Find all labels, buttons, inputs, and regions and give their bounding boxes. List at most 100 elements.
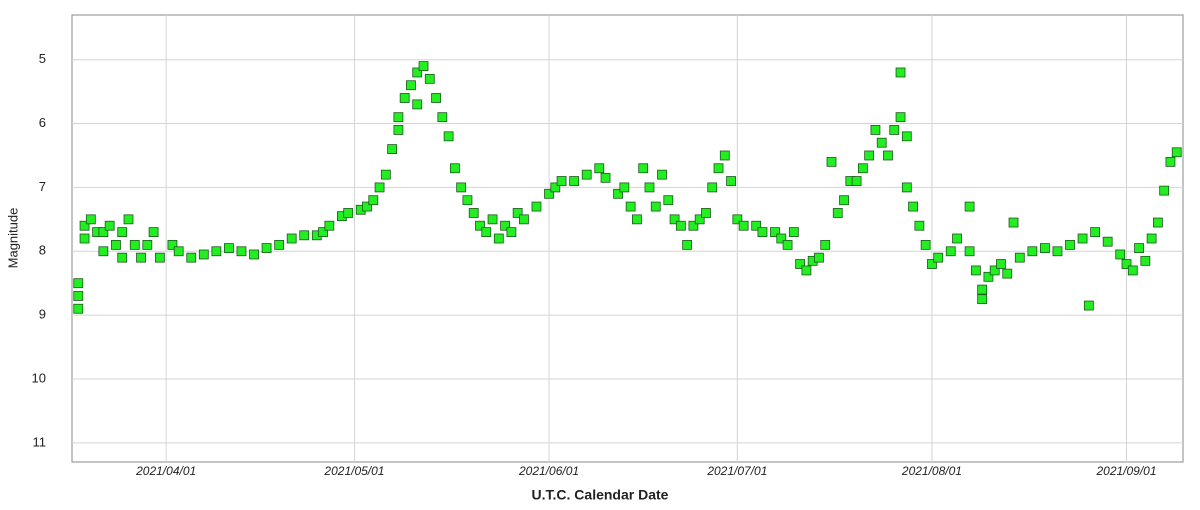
data-point bbox=[236, 246, 247, 257]
data-point bbox=[73, 291, 84, 301]
data-point bbox=[952, 233, 962, 244]
data-point bbox=[136, 252, 146, 263]
data-point bbox=[1159, 185, 1170, 196]
data-point bbox=[148, 227, 159, 238]
data-point bbox=[1134, 243, 1144, 253]
data-point bbox=[1140, 255, 1151, 266]
y-axis-title: Magnitude bbox=[5, 208, 20, 269]
data-point bbox=[1127, 265, 1138, 276]
data-point bbox=[117, 252, 128, 263]
data-point bbox=[726, 176, 736, 186]
data-point bbox=[211, 246, 222, 257]
data-point bbox=[123, 214, 134, 225]
data-point bbox=[908, 201, 918, 212]
data-point bbox=[468, 208, 479, 218]
data-point bbox=[387, 144, 398, 155]
y-tick-label: 11 bbox=[33, 434, 47, 449]
data-point bbox=[795, 259, 806, 269]
data-point bbox=[449, 163, 460, 174]
data-point bbox=[864, 150, 875, 161]
data-point bbox=[393, 125, 404, 135]
data-point bbox=[977, 294, 988, 305]
data-point bbox=[701, 208, 711, 218]
x-tick-label: 2021/07/01 bbox=[706, 464, 767, 478]
data-point bbox=[129, 239, 140, 250]
data-point bbox=[663, 195, 674, 206]
data-point bbox=[883, 150, 893, 161]
data-point bbox=[374, 182, 385, 193]
data-point bbox=[1002, 268, 1013, 279]
data-point bbox=[1008, 217, 1019, 228]
data-point bbox=[713, 163, 724, 174]
data-point bbox=[638, 163, 649, 174]
data-point bbox=[851, 176, 862, 186]
data-point bbox=[111, 239, 121, 250]
data-point bbox=[418, 61, 429, 71]
data-point bbox=[1152, 217, 1163, 228]
data-point bbox=[1065, 239, 1075, 250]
data-point bbox=[989, 265, 1000, 276]
y-tick-label: 10 bbox=[32, 370, 46, 385]
data-point bbox=[920, 239, 931, 250]
data-point bbox=[167, 239, 178, 250]
data-point bbox=[462, 195, 473, 206]
data-point bbox=[970, 265, 981, 276]
x-axis-title: U.T.C. Calendar Date bbox=[532, 487, 669, 503]
data-point bbox=[224, 243, 234, 253]
data-point bbox=[675, 220, 686, 231]
data-point bbox=[1102, 236, 1113, 247]
data-point bbox=[757, 227, 768, 238]
data-point bbox=[343, 208, 354, 218]
data-point bbox=[569, 176, 580, 186]
data-point bbox=[738, 220, 749, 231]
data-point bbox=[857, 163, 868, 174]
data-point bbox=[1090, 227, 1101, 238]
data-point bbox=[1040, 243, 1050, 253]
data-point bbox=[249, 249, 259, 260]
data-point bbox=[318, 227, 328, 238]
data-point bbox=[1052, 246, 1063, 257]
data-point bbox=[173, 246, 184, 257]
data-point bbox=[79, 220, 90, 231]
data-point bbox=[782, 239, 793, 250]
data-point bbox=[600, 172, 611, 183]
data-point bbox=[79, 233, 90, 244]
data-point bbox=[801, 265, 812, 276]
data-point bbox=[945, 246, 956, 257]
data-point bbox=[901, 182, 912, 193]
data-point bbox=[927, 259, 937, 269]
data-point bbox=[186, 252, 197, 263]
data-point bbox=[1115, 249, 1126, 260]
data-point bbox=[788, 227, 799, 238]
data-point bbox=[694, 214, 705, 225]
x-tick-label: 2021/05/01 bbox=[323, 464, 384, 478]
data-point bbox=[98, 246, 109, 257]
data-point bbox=[657, 169, 667, 180]
data-point bbox=[550, 182, 561, 193]
data-point bbox=[437, 112, 448, 123]
data-point bbox=[431, 93, 441, 103]
data-point bbox=[688, 220, 699, 231]
data-point bbox=[826, 156, 837, 167]
data-point bbox=[839, 195, 849, 206]
data-point bbox=[299, 230, 310, 241]
data-point bbox=[1083, 300, 1094, 311]
data-point bbox=[362, 201, 372, 212]
data-point bbox=[198, 249, 209, 260]
data-point bbox=[996, 259, 1006, 269]
x-tick-label: 2021/04/01 bbox=[135, 464, 196, 478]
x-tick-label: 2021/08/01 bbox=[901, 464, 962, 478]
data-point bbox=[832, 208, 843, 218]
data-point bbox=[914, 220, 925, 231]
data-point bbox=[876, 137, 887, 148]
data-point bbox=[117, 227, 128, 238]
data-point bbox=[443, 131, 454, 142]
data-point bbox=[487, 214, 498, 225]
data-point bbox=[1146, 233, 1157, 244]
data-point bbox=[368, 195, 379, 206]
data-point bbox=[964, 201, 975, 212]
data-point bbox=[669, 214, 680, 225]
data-point bbox=[424, 73, 435, 84]
data-point bbox=[412, 99, 423, 110]
